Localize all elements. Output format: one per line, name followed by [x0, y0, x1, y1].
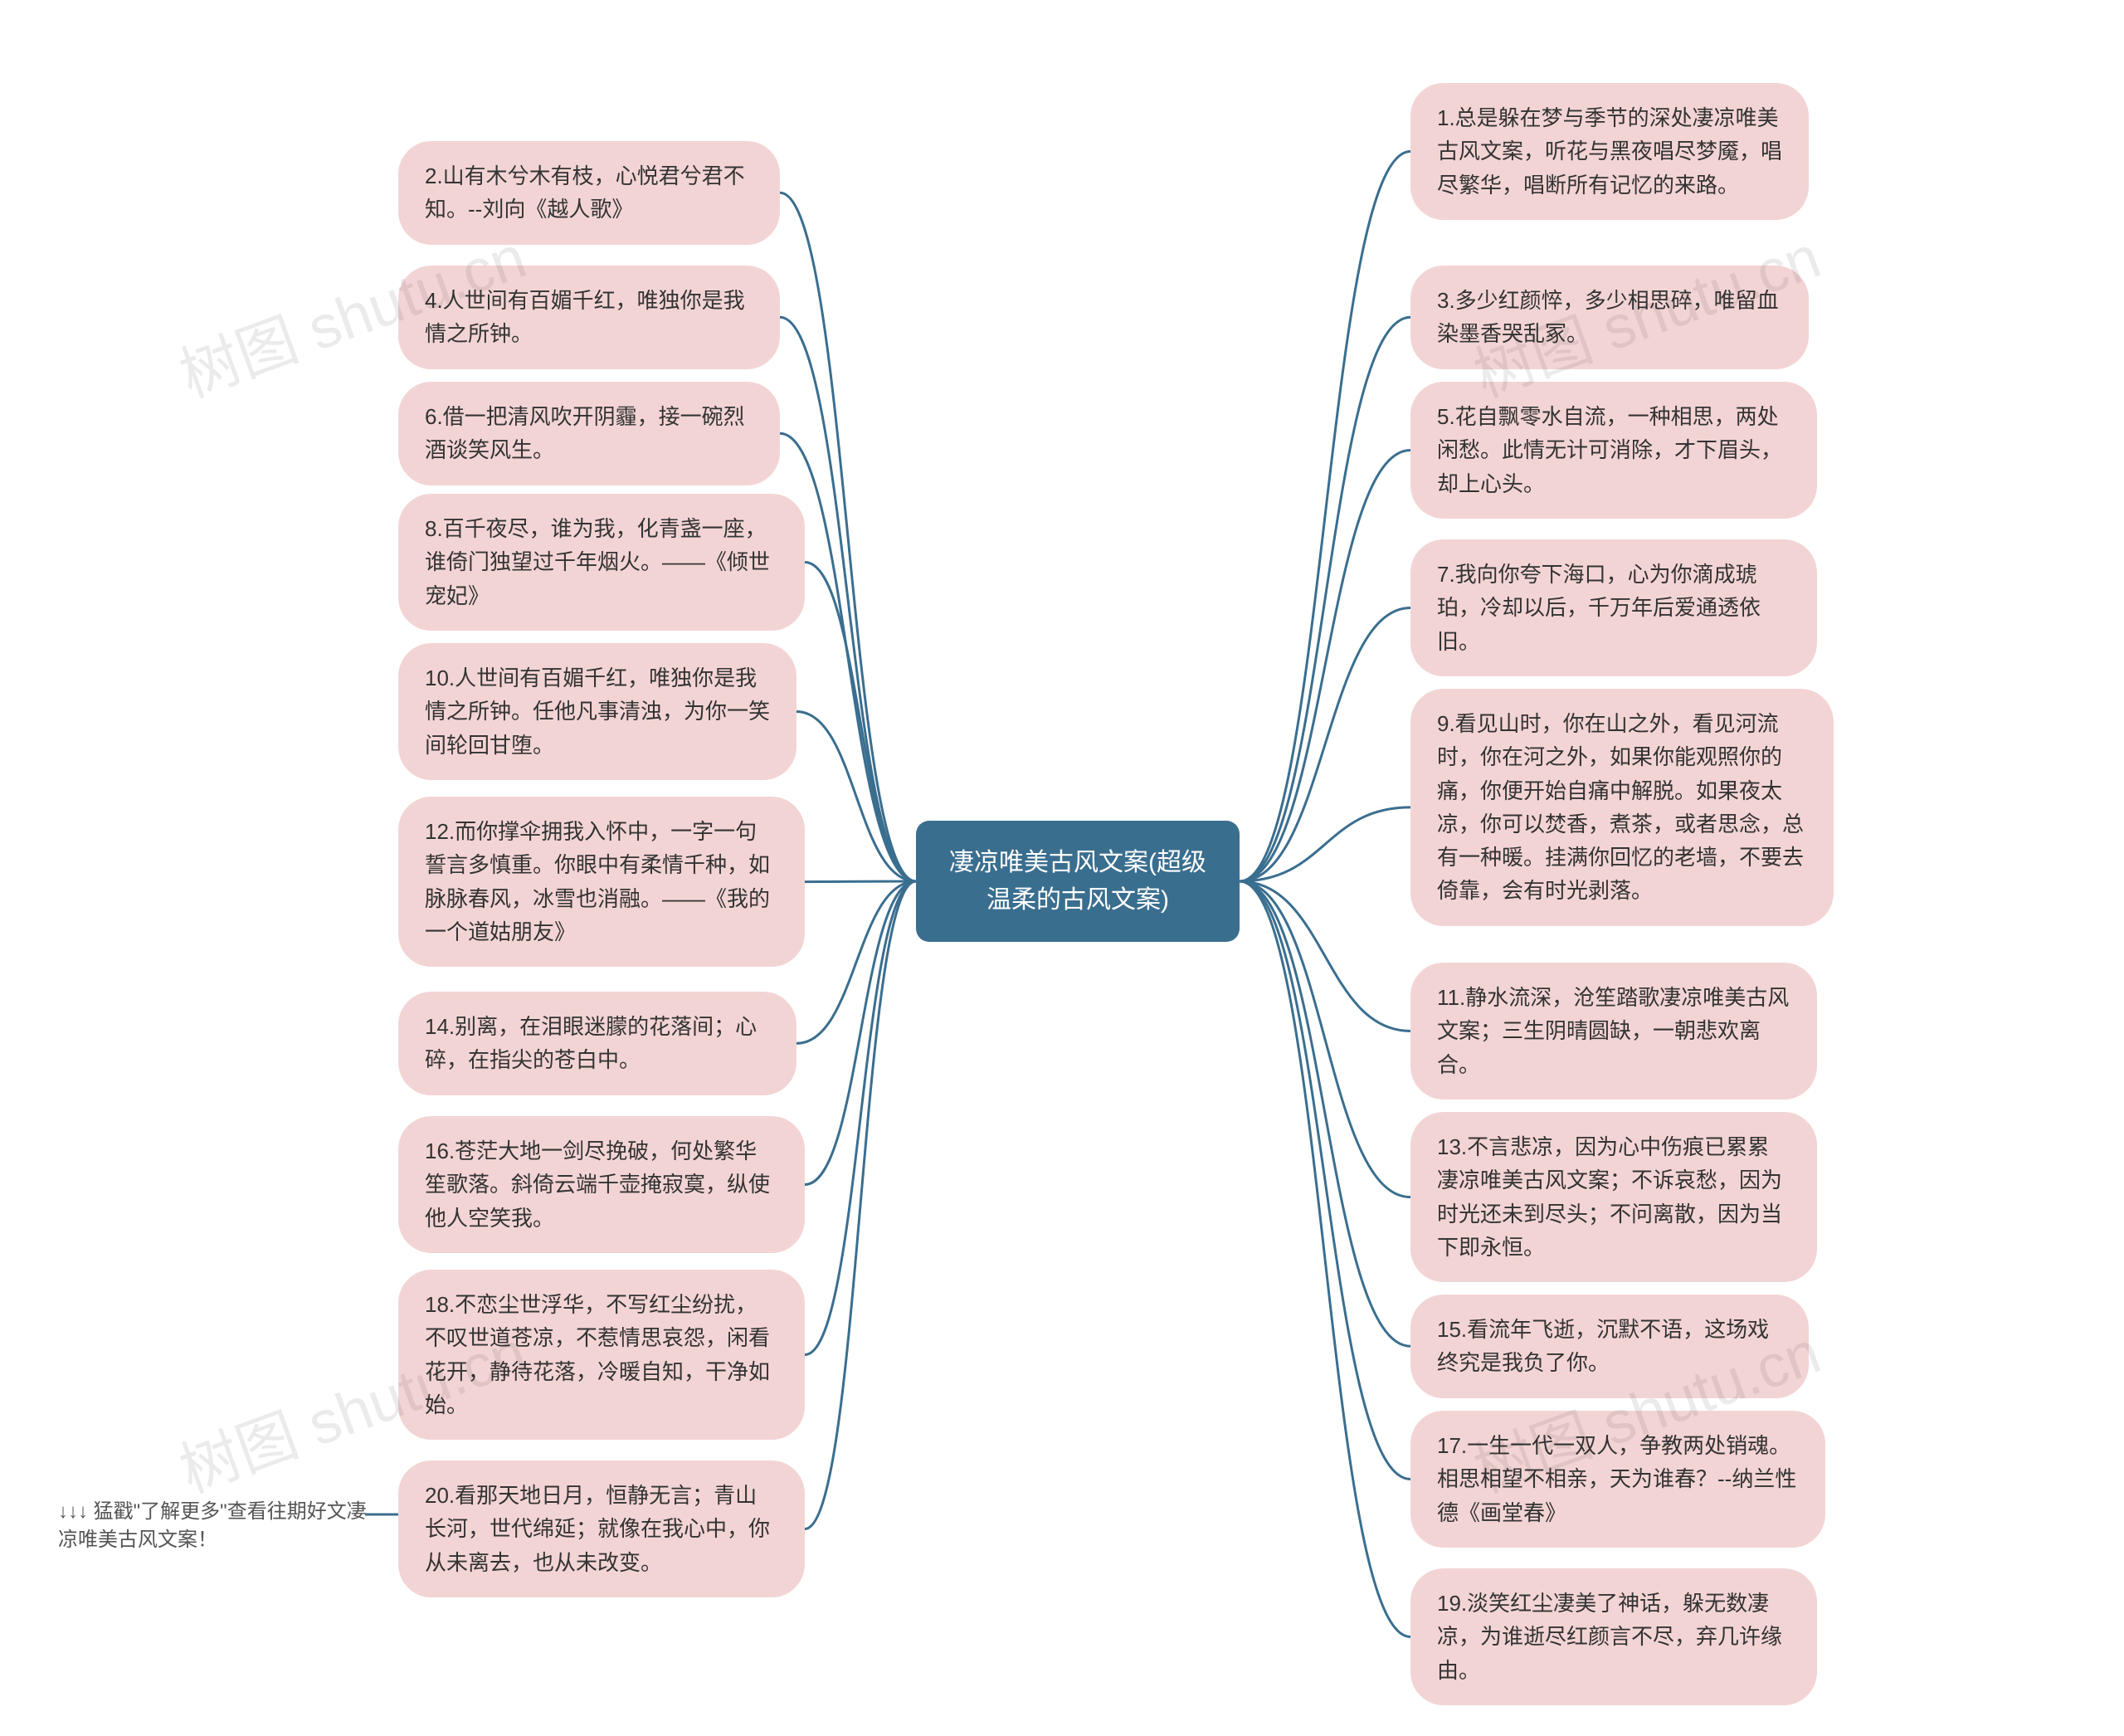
leaf-node-n18: 18.不恋尘世浮华，不写红尘纷扰，不叹世道苍凉，不惹情思哀怨，闲看花开，静待花落…: [398, 1270, 805, 1440]
leaf-node-n11: 11.静水流深，沧笙踏歌凄凉唯美古风文案；三生阴晴圆缺，一朝悲欢离合。: [1410, 963, 1817, 1100]
leaf-node-n4: 4.人世间有百媚千红，唯独你是我情之所钟。: [398, 266, 780, 369]
leaf-label: 15.看流年飞逝，沉默不语，这场戏终究是我负了你。: [1437, 1317, 1769, 1375]
leaf-node-n9: 9.看见山时，你在山之外，看见河流时，你在河之外，如果你能观照你的痛，你便开始自…: [1410, 689, 1834, 926]
leaf-label: 7.我向你夸下海口，心为你滴成琥珀，冷却以后，千万年后爱通透依旧。: [1437, 562, 1761, 654]
leaf-label: 6.借一把清风吹开阴霾，接一碗烈酒谈笑风生。: [425, 404, 745, 462]
center-node-label: 凄凉唯美古风文案(超级温柔的古风文案): [949, 849, 1206, 914]
leaf-label: 1.总是躲在梦与季节的深处凄凉唯美古风文案，听花与黑夜唱尽梦魇，唱尽繁华，唱断所…: [1437, 105, 1782, 197]
leaf-label: 10.人世间有百媚千红，唯独你是我情之所钟。任他凡事清浊，为你一笑间轮回甘堕。: [425, 666, 770, 758]
leaf-node-n7: 7.我向你夸下海口，心为你滴成琥珀，冷却以后，千万年后爱通透依旧。: [1410, 539, 1817, 676]
leaf-node-n10: 10.人世间有百媚千红，唯独你是我情之所钟。任他凡事清浊，为你一笑间轮回甘堕。: [398, 643, 796, 780]
leaf-label: 11.静水流深，沧笙踏歌凄凉唯美古风文案；三生阴晴圆缺，一朝悲欢离合。: [1437, 985, 1789, 1077]
leaf-label: 20.看那天地日月，恒静无言；青山长河，世代绵延；就像在我心中，你从未离去，也从…: [425, 1483, 770, 1575]
leaf-label: 19.淡笑红尘凄美了神话，躲无数凄凉，为谁逝尽红颜言不尽，弃几许缘由。: [1437, 1591, 1782, 1683]
leaf-label: 8.百千夜尽，谁为我，化青盏一座，谁倚门独望过千年烟火。——《倾世宠妃》: [425, 516, 770, 608]
leaf-label: 12.而你撑伞拥我入怀中，一字一句誓言多慎重。你眼中有柔情千种，如脉脉春风，冰雪…: [425, 819, 770, 944]
footer-note-text: ↓↓↓ 猛戳"了解更多"查看往期好文凄凉唯美古风文案！: [58, 1500, 367, 1551]
leaf-label: 14.别离，在泪眼迷朦的花落间；心碎，在指尖的苍白中。: [425, 1014, 757, 1072]
leaf-label: 13.不言悲凉，因为心中伤痕已累累凄凉唯美古风文案；不诉哀愁，因为时光还未到尽头…: [1437, 1134, 1782, 1260]
footer-note: ↓↓↓ 猛戳"了解更多"查看往期好文凄凉唯美古风文案！: [58, 1498, 373, 1553]
leaf-node-n16: 16.苍茫大地一剑尽挽破，何处繁华笙歌落。斜倚云端千壶掩寂寞，纵使他人空笑我。: [398, 1116, 805, 1253]
leaf-label: 4.人世间有百媚千红，唯独你是我情之所钟。: [425, 288, 745, 346]
leaf-label: 3.多少红颜悴，多少相思碎，唯留血染墨香哭乱冢。: [1437, 288, 1779, 346]
mindmap-canvas: 凄凉唯美古风文案(超级温柔的古风文案) ↓↓↓ 猛戳"了解更多"查看往期好文凄凉…: [0, 0, 2124, 1736]
leaf-node-n3: 3.多少红颜悴，多少相思碎，唯留血染墨香哭乱冢。: [1410, 266, 1809, 369]
leaf-node-n17: 17.一生一代一双人，争教两处销魂。相思相望不相亲，天为谁春？--纳兰性德《画堂…: [1410, 1411, 1825, 1548]
leaf-node-n2: 2.山有木兮木有枝，心悦君兮君不知。--刘向《越人歌》: [398, 141, 780, 245]
leaf-node-n14: 14.别离，在泪眼迷朦的花落间；心碎，在指尖的苍白中。: [398, 992, 796, 1095]
leaf-node-n13: 13.不言悲凉，因为心中伤痕已累累凄凉唯美古风文案；不诉哀愁，因为时光还未到尽头…: [1410, 1112, 1817, 1282]
leaf-label: 18.不恋尘世浮华，不写红尘纷扰，不叹世道苍凉，不惹情思哀怨，闲看花开，静待花落…: [425, 1292, 770, 1417]
leaf-label: 16.苍茫大地一剑尽挽破，何处繁华笙歌落。斜倚云端千壶掩寂寞，纵使他人空笑我。: [425, 1139, 770, 1231]
leaf-node-n6: 6.借一把清风吹开阴霾，接一碗烈酒谈笑风生。: [398, 382, 780, 485]
leaf-label: 17.一生一代一双人，争教两处销魂。相思相望不相亲，天为谁春？--纳兰性德《画堂…: [1437, 1433, 1796, 1525]
leaf-node-n12: 12.而你撑伞拥我入怀中，一字一句誓言多慎重。你眼中有柔情千种，如脉脉春风，冰雪…: [398, 797, 805, 967]
leaf-label: 5.花自飘零水自流，一种相思，两处闲愁。此情无计可消除，才下眉头，却上心头。: [1437, 404, 1782, 496]
leaf-label: 9.看见山时，你在山之外，看见河流时，你在河之外，如果你能观照你的痛，你便开始自…: [1437, 711, 1804, 903]
leaf-node-n15: 15.看流年飞逝，沉默不语，这场戏终究是我负了你。: [1410, 1295, 1809, 1398]
leaf-node-n1: 1.总是躲在梦与季节的深处凄凉唯美古风文案，听花与黑夜唱尽梦魇，唱尽繁华，唱断所…: [1410, 83, 1809, 220]
center-node: 凄凉唯美古风文案(超级温柔的古风文案): [916, 821, 1240, 942]
leaf-label: 2.山有木兮木有枝，心悦君兮君不知。--刘向《越人歌》: [425, 163, 745, 222]
leaf-node-n8: 8.百千夜尽，谁为我，化青盏一座，谁倚门独望过千年烟火。——《倾世宠妃》: [398, 494, 805, 631]
leaf-node-n5: 5.花自飘零水自流，一种相思，两处闲愁。此情无计可消除，才下眉头，却上心头。: [1410, 382, 1817, 519]
leaf-node-n20: 20.看那天地日月，恒静无言；青山长河，世代绵延；就像在我心中，你从未离去，也从…: [398, 1460, 805, 1597]
leaf-node-n19: 19.淡笑红尘凄美了神话，躲无数凄凉，为谁逝尽红颜言不尽，弃几许缘由。: [1410, 1568, 1817, 1705]
